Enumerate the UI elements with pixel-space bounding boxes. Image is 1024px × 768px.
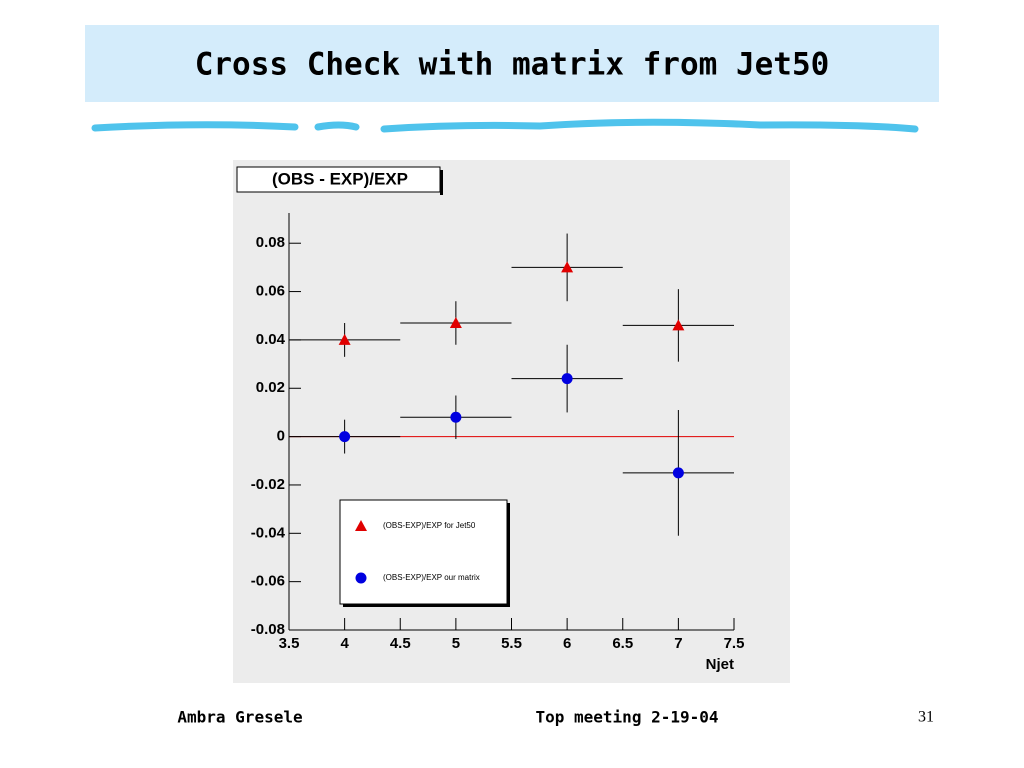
triangle-marker [338, 333, 351, 345]
y-tick-label: -0.02 [251, 476, 285, 493]
triangle-marker [672, 319, 685, 331]
x-tick-label: 6.5 [612, 635, 633, 652]
x-tick-label: 4 [340, 635, 349, 652]
y-tick-label: -0.06 [251, 573, 285, 590]
page-number: 31 [918, 709, 934, 726]
y-tick-label: -0.04 [251, 524, 286, 541]
x-tick-label: 6 [563, 635, 571, 652]
x-tick-label: 7.5 [724, 635, 745, 652]
footer-author: Ambra Gresele [177, 708, 302, 727]
x-tick-label: 5.5 [501, 635, 522, 652]
legend-label: (OBS-EXP)/EXP for Jet50 [383, 521, 476, 530]
triangle-marker [449, 316, 462, 328]
triangle-marker [561, 261, 574, 273]
legend-box [339, 499, 508, 605]
plot-title: (OBS - EXP)/EXP [272, 169, 408, 188]
x-tick-label: 3.5 [279, 635, 300, 652]
wavy-rule [91, 118, 919, 133]
plot-title-shadow [440, 170, 443, 195]
y-tick-label: 0.04 [256, 331, 286, 348]
x-tick-label: 5 [452, 635, 460, 652]
y-tick-label: 0.02 [256, 379, 285, 396]
legend-label: (OBS-EXP)/EXP our matrix [383, 573, 480, 582]
y-tick-label: 0 [277, 428, 285, 445]
circle-marker [339, 431, 351, 443]
footer-event: Top meeting 2-19-04 [535, 708, 718, 727]
plot-title-box [236, 166, 441, 193]
circle-marker [561, 373, 573, 385]
y-tick-label: 0.06 [256, 283, 285, 300]
title-band [85, 25, 939, 102]
x-tick-label: 7 [674, 635, 682, 652]
plot-canvas [233, 160, 790, 683]
slide-title: Cross Check with matrix from Jet50 [195, 47, 830, 83]
circle-marker [450, 411, 462, 423]
circle-marker [672, 467, 684, 479]
legend-marker [355, 520, 367, 531]
legend-marker [355, 572, 367, 584]
y-tick-label: 0.08 [256, 234, 285, 251]
y-tick-label: -0.08 [251, 621, 285, 638]
x-axis-label: Njet [706, 656, 734, 673]
x-tick-label: 4.5 [390, 635, 411, 652]
